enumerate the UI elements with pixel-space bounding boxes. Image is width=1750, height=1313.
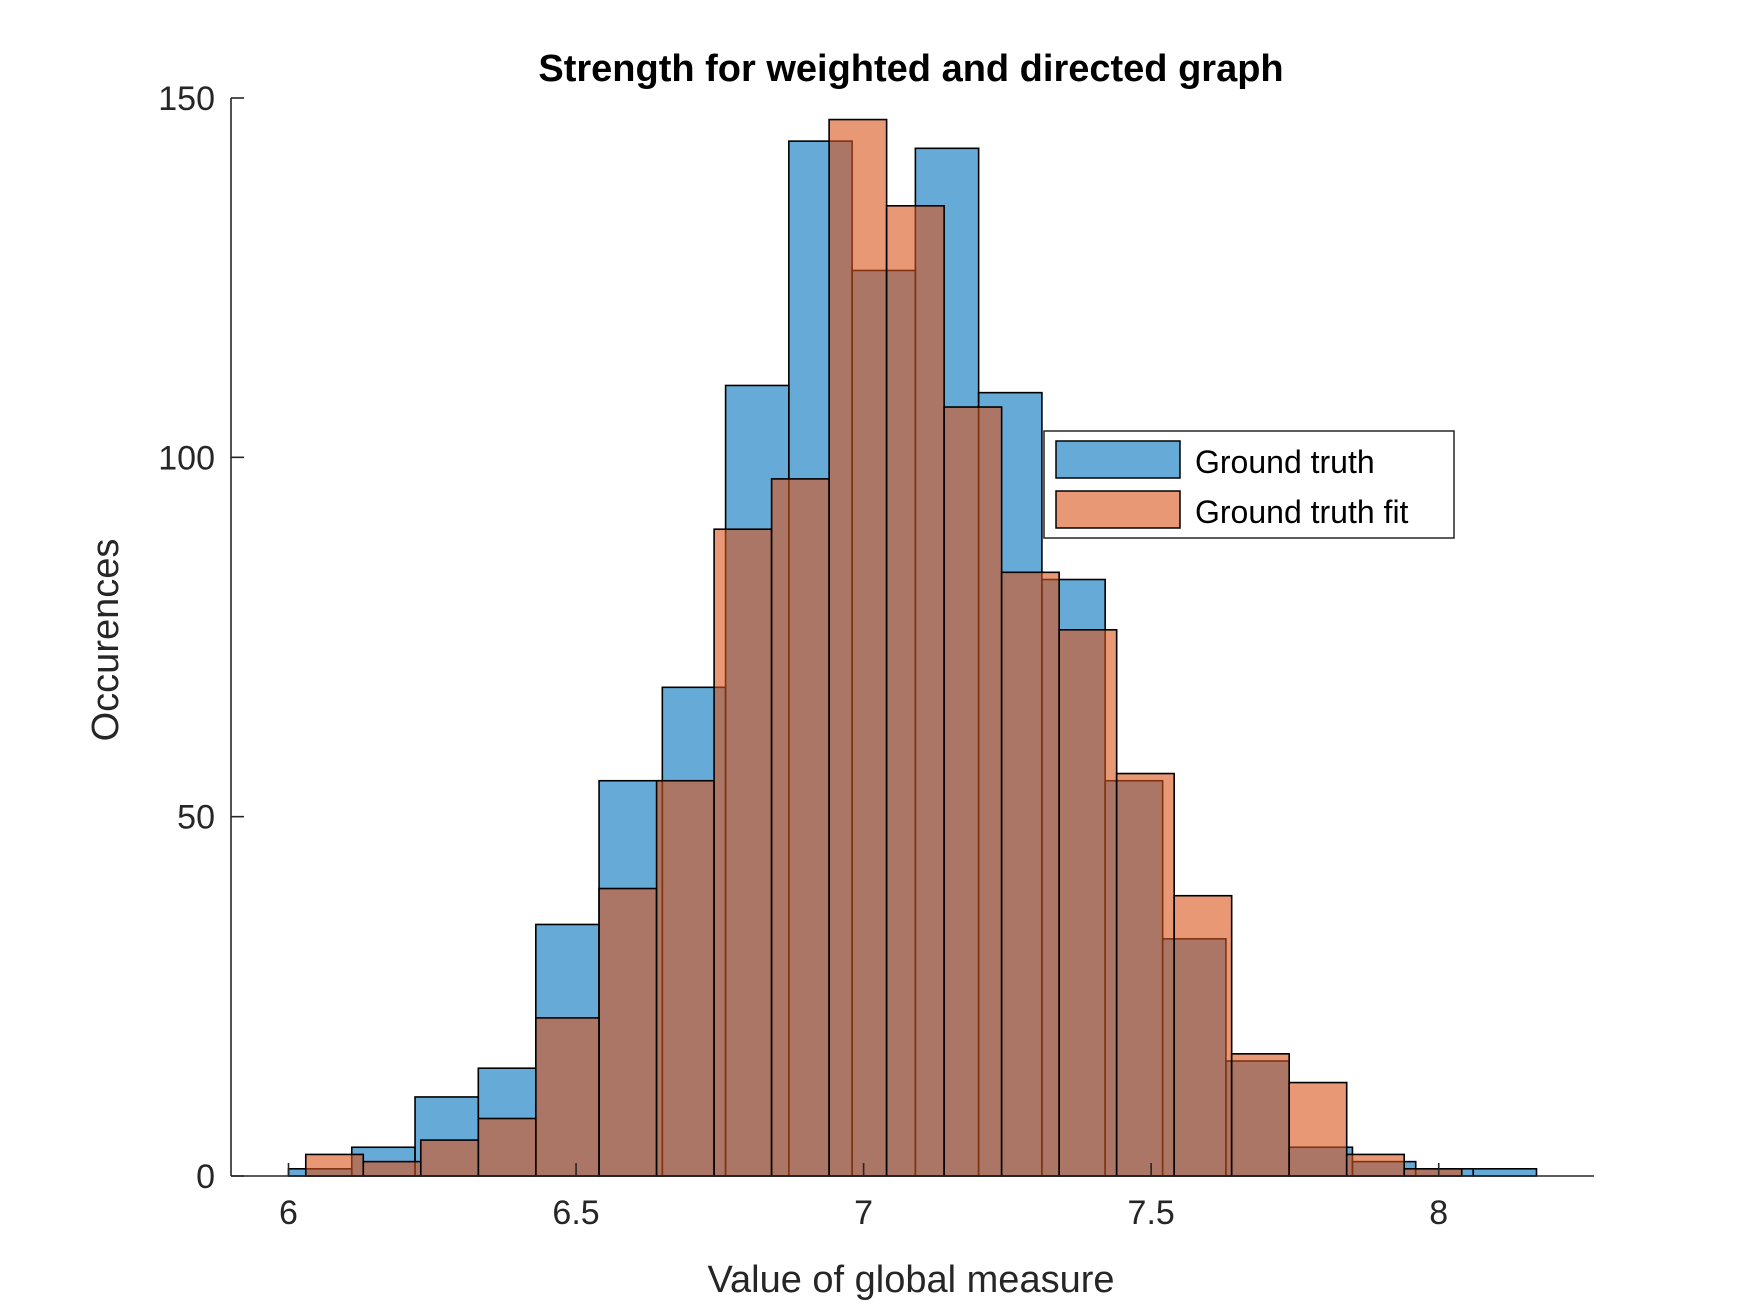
- bar-series2-bin4: [477, 1117, 537, 1177]
- bars-layer: [287, 118, 1538, 1177]
- bar-series2-bin5: [535, 1017, 600, 1177]
- x-tick-label: 8: [1429, 1194, 1448, 1232]
- legend: Ground truth Ground truth fit: [1043, 430, 1455, 539]
- bar-series2-bin17: [1230, 1053, 1290, 1177]
- bar-series1-bin20: [1472, 1168, 1538, 1177]
- bar-series2-bin13: [1000, 571, 1060, 1177]
- bar-series2-bin7: [655, 779, 715, 1177]
- bar-series2-bin11: [885, 205, 945, 1177]
- bar-series2-bin6: [598, 887, 658, 1177]
- bar-series2-bin3: [419, 1139, 480, 1177]
- x-axis-label: Value of global measure: [708, 1259, 1115, 1301]
- series-2: [304, 118, 1463, 1177]
- bar-series2-bin19: [1345, 1153, 1406, 1177]
- x-tick-label: 7.5: [1128, 1194, 1175, 1232]
- bar-series2-bin9: [770, 478, 830, 1177]
- bar-series2-bin16: [1173, 894, 1233, 1177]
- bar-series2-bin15: [1115, 772, 1175, 1177]
- x-tick-label: 7: [854, 1194, 873, 1232]
- legend-swatch-ground-truth-fit: [1055, 490, 1181, 529]
- y-tick-label: 0: [196, 1158, 215, 1196]
- legend-swatch-ground-truth: [1055, 440, 1181, 479]
- bar-series2-bin18: [1288, 1081, 1348, 1177]
- bar-series2-bin1: [304, 1153, 365, 1177]
- legend-label-ground-truth-fit: Ground truth fit: [1195, 494, 1409, 530]
- bar-series2-bin10: [828, 118, 888, 1177]
- bar-series2-bin20: [1403, 1168, 1463, 1177]
- bar-series2-bin8: [713, 528, 773, 1177]
- bar-series2-bin12: [943, 406, 1003, 1177]
- axes-layer: 6 6.5 7 7.5 8 0 50 100 150: [158, 80, 1594, 1232]
- x-tick-label: 6.5: [552, 1194, 599, 1232]
- x-tick-label: 6: [279, 1194, 298, 1232]
- y-axis-label: Occurences: [85, 539, 127, 742]
- bar-series2-bin2: [362, 1160, 422, 1177]
- bar-series2-bin14: [1058, 629, 1118, 1177]
- y-tick-label: 50: [177, 799, 215, 837]
- y-tick-label: 100: [158, 439, 215, 477]
- y-tick-label: 150: [158, 80, 215, 118]
- legend-label-ground-truth: Ground truth: [1195, 444, 1375, 480]
- chart-title: Strength for weighted and directed graph: [538, 48, 1283, 90]
